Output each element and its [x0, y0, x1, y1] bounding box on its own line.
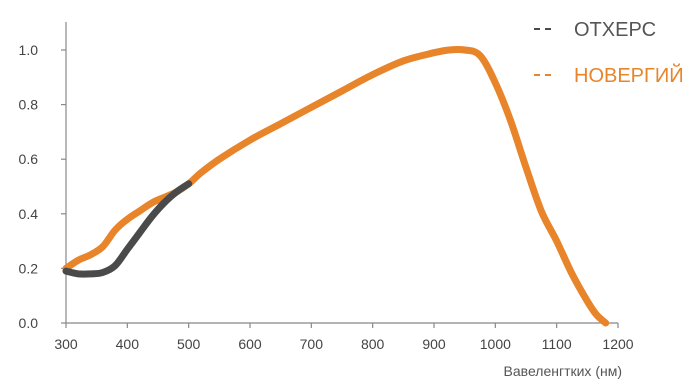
series-lines: [62, 45, 610, 327]
x-tick-label: 700: [300, 336, 324, 352]
y-tick-label: 0.2: [19, 260, 39, 276]
ticks: 300 400 500 600 700 800 900 1000 1100 1200 0.0 0.2 0…: [19, 42, 634, 352]
legend-label: НОВЕРГИЙ: [574, 63, 684, 87]
y-tick-label: 1.0: [19, 42, 39, 58]
legend-item-novergiy: НОВЕРГИЙ: [534, 63, 684, 87]
x-tick-label: 600: [238, 336, 262, 352]
x-tick-label: 1000: [480, 336, 511, 352]
series-line-0: [62, 180, 193, 278]
y-tick-label: 0.4: [19, 206, 39, 222]
y-tick-label: 0.0: [19, 315, 39, 331]
x-tick-label: 300: [54, 336, 78, 352]
y-tick-label: 0.8: [19, 97, 39, 113]
legend-label: ОТХЕРС: [574, 19, 656, 41]
x-tick-label: 400: [116, 336, 140, 352]
axes: [65, 22, 618, 324]
x-tick-label: 500: [177, 336, 201, 352]
series-line-1: [62, 45, 610, 327]
y-tick-label: 0.6: [19, 151, 39, 167]
legend-item-othters: ОТХЕРС: [534, 19, 656, 41]
legend: ОТХЕРС НОВЕРГИЙ: [534, 19, 684, 87]
x-tick-label: 1200: [602, 336, 633, 352]
x-tick-label: 900: [422, 336, 446, 352]
x-tick-label: 800: [361, 336, 385, 352]
x-tick-label: 1100: [542, 336, 572, 352]
x-axis-label: Вавеленгтких (нм): [504, 363, 622, 379]
